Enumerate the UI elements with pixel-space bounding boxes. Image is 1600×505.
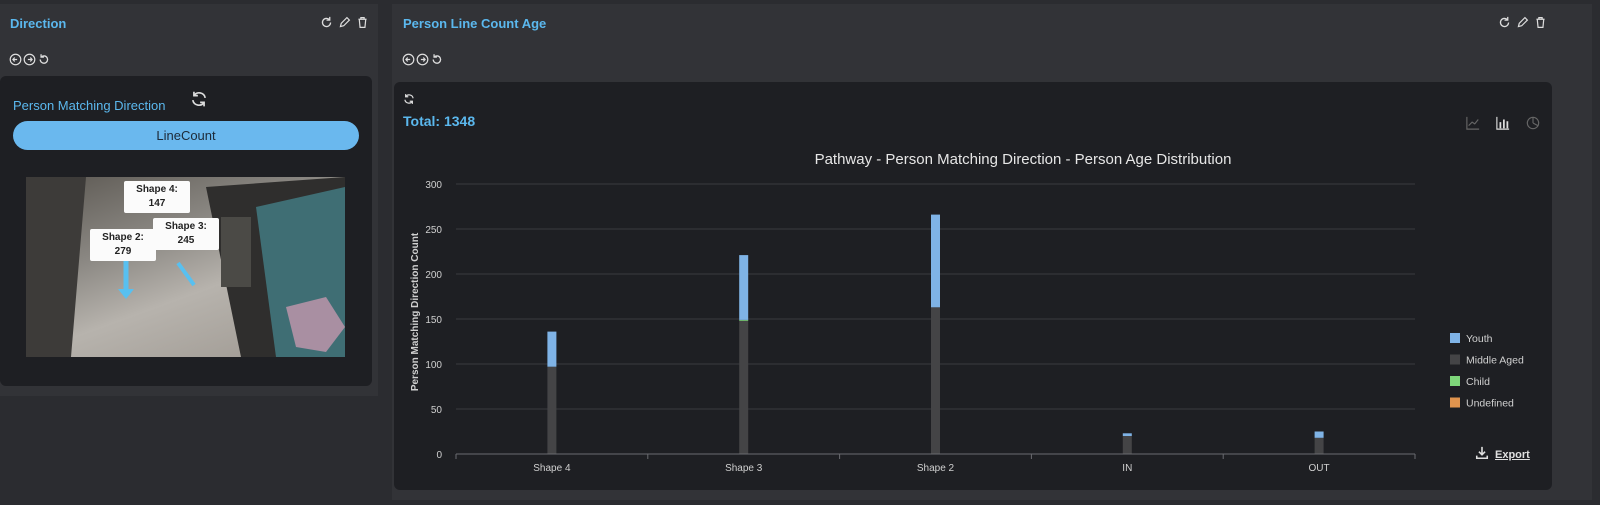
arrow-left-icon[interactable] xyxy=(9,53,22,66)
bar-youth-in[interactable] xyxy=(1122,433,1132,436)
chart-type-switcher xyxy=(1466,116,1540,130)
legend-item[interactable]: Undefined xyxy=(1466,398,1514,410)
delete-icon[interactable] xyxy=(356,16,369,29)
bar-middle-aged-in[interactable] xyxy=(1122,436,1132,454)
bar-middle-aged-shape-3[interactable] xyxy=(739,320,749,454)
shape-3-arrow xyxy=(176,261,196,287)
edit-icon[interactable] xyxy=(338,16,351,29)
nav-controls xyxy=(9,53,49,66)
card-title: Person Matching Direction xyxy=(13,98,166,113)
reset-icon[interactable] xyxy=(430,53,442,65)
bar-middle-aged-out[interactable] xyxy=(1314,437,1324,454)
y-axis-label: Person Matching Direction Count xyxy=(410,232,421,391)
legend-swatch xyxy=(1450,354,1460,365)
chart-title: Pathway - Person Matching Direction - Pe… xyxy=(815,151,1232,168)
bar-layer xyxy=(547,214,1324,454)
y-tick-label: 200 xyxy=(425,270,442,281)
camera-preview: Shape 4: 147 Shape 3: 245 Shape 2: 279 xyxy=(26,177,345,357)
download-icon xyxy=(1475,446,1489,463)
y-tick-label: 0 xyxy=(436,450,442,461)
export-button[interactable]: Export xyxy=(1475,446,1530,463)
y-tick-label: 50 xyxy=(431,405,443,416)
total-count: Total: 1348 xyxy=(403,113,476,129)
legend-item[interactable]: Youth xyxy=(1466,333,1493,345)
export-label: Export xyxy=(1495,448,1530,461)
y-tick-label: 100 xyxy=(425,360,442,371)
delete-icon[interactable] xyxy=(1534,16,1547,29)
refresh-icon[interactable] xyxy=(1498,16,1511,29)
shape-3-label: Shape 3: 245 xyxy=(153,218,219,250)
x-tick-label: Shape 4 xyxy=(533,463,571,474)
refresh-icon[interactable] xyxy=(320,16,333,29)
line-chart-icon[interactable] xyxy=(1466,116,1480,130)
x-tick-label: Shape 2 xyxy=(917,463,955,474)
legend-swatch xyxy=(1450,397,1460,408)
bar-middle-aged-shape-4[interactable] xyxy=(547,366,557,454)
person-matching-direction-card: Person Matching Direction LineCount Shap… xyxy=(0,76,372,386)
y-tick-label: 150 xyxy=(425,315,442,326)
x-tick-label: Shape 3 xyxy=(725,463,763,474)
pie-chart-icon[interactable] xyxy=(1526,116,1540,130)
panel-title: Direction xyxy=(10,16,67,31)
bar-youth-out[interactable] xyxy=(1314,431,1324,438)
sync-icon[interactable] xyxy=(190,90,208,108)
x-tick-label: OUT xyxy=(1309,463,1330,474)
y-tick-label: 300 xyxy=(425,180,442,191)
person-line-count-age-panel: Person Line Count Age Total: 1348 Pathwa… xyxy=(392,4,1592,500)
linecount-button[interactable]: LineCount xyxy=(13,121,359,150)
panel-actions xyxy=(320,16,369,29)
legend-swatch xyxy=(1450,376,1460,386)
age-distribution-chart: Pathway - Person Matching Direction - Pe… xyxy=(410,151,1524,474)
x-tick-label: IN xyxy=(1122,463,1132,474)
nav-controls xyxy=(402,53,442,66)
legend-item[interactable]: Middle Aged xyxy=(1466,355,1524,367)
bar-chart-icon[interactable] xyxy=(1496,116,1510,130)
shape-2-label: Shape 2: 279 xyxy=(90,229,156,261)
y-tick-label: 250 xyxy=(425,225,442,236)
bar-youth-shape-3[interactable] xyxy=(739,255,749,320)
direction-panel: Direction Person Matching Direction Line… xyxy=(0,4,378,396)
sync-icon[interactable] xyxy=(403,92,415,104)
reset-icon[interactable] xyxy=(37,53,49,65)
bar-youth-shape-4[interactable] xyxy=(547,331,557,367)
legend-swatch xyxy=(1450,333,1460,343)
legend-item[interactable]: Child xyxy=(1466,376,1490,388)
bar-youth-shape-2[interactable] xyxy=(931,214,940,308)
legend: Youth Middle Aged Child Undefined xyxy=(1450,333,1524,410)
panel-title: Person Line Count Age xyxy=(403,16,547,31)
arrow-right-icon[interactable] xyxy=(23,53,36,66)
arrow-right-icon[interactable] xyxy=(416,53,429,66)
edit-icon[interactable] xyxy=(1516,16,1529,29)
chart-card: Total: 1348 Pathway - Person Matching Di… xyxy=(394,82,1552,490)
axis-layer: 0 50 100 150 200 250 300 Shape 4 Shape 3 Shape 2 I… xyxy=(425,180,1416,474)
bar-child-shape-3[interactable] xyxy=(739,319,749,321)
panel-actions xyxy=(1498,16,1547,29)
shape-4-label: Shape 4: 147 xyxy=(124,181,190,213)
arrow-left-icon[interactable] xyxy=(402,53,415,66)
bar-middle-aged-shape-2[interactable] xyxy=(931,307,940,454)
